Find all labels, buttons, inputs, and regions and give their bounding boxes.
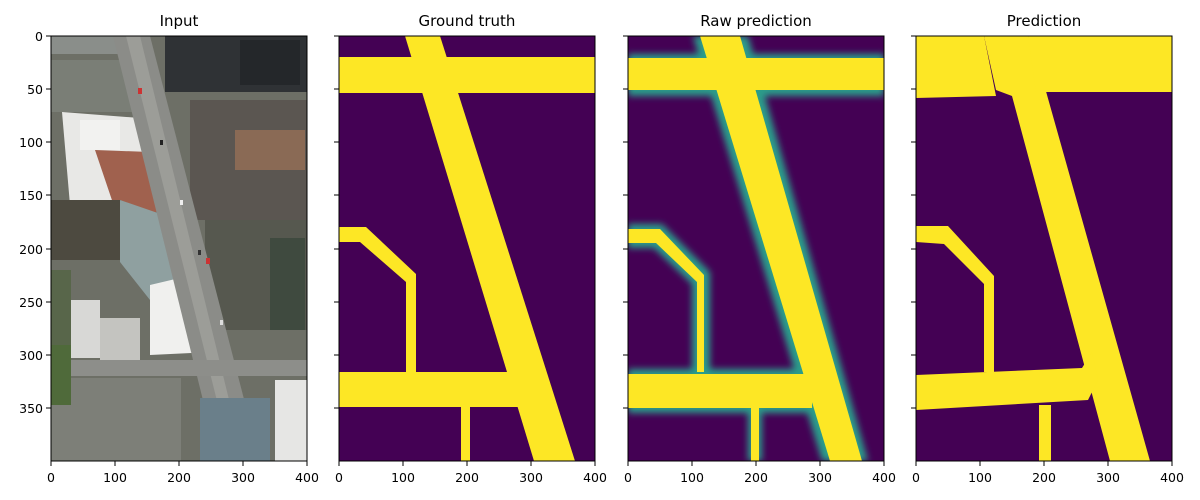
x-tick-label: 0 — [624, 470, 632, 485]
y-axis — [334, 35, 339, 409]
y-axis: 0 50 100 150 200 250 300 350 — [19, 29, 51, 416]
x-axis: 0 100 200 300 400 — [624, 461, 896, 485]
x-tick-label: 200 — [455, 470, 479, 485]
y-tick-label: 0 — [35, 29, 43, 44]
panel-title-input: Input — [160, 12, 199, 30]
x-axis: 0 100 200 300 400 — [912, 461, 1184, 485]
panel-ground-truth: Ground truth 0 100 — [334, 12, 607, 485]
x-tick-label: 100 — [391, 470, 415, 485]
x-tick-label: 300 — [519, 470, 543, 485]
y-tick-label: 200 — [19, 242, 43, 257]
x-tick-label: 300 — [1096, 470, 1120, 485]
x-axis: 0 100 200 300 400 — [335, 461, 607, 485]
raw-prediction-map — [628, 36, 884, 461]
panel-title-ground-truth: Ground truth — [419, 12, 516, 30]
x-tick-label: 200 — [744, 470, 768, 485]
x-tick-label: 400 — [1160, 470, 1184, 485]
ground-truth-mask — [339, 36, 595, 461]
panel-input: Input — [19, 12, 319, 485]
y-tick-label: 50 — [27, 82, 43, 97]
x-tick-label: 0 — [335, 470, 343, 485]
aerial-image — [51, 36, 307, 461]
x-tick-label: 100 — [680, 470, 704, 485]
y-tick-label: 150 — [19, 188, 43, 203]
panel-title-prediction: Prediction — [1007, 12, 1082, 30]
x-axis: 0 100 200 300 400 — [47, 461, 319, 485]
x-tick-label: 200 — [1032, 470, 1056, 485]
x-tick-label: 400 — [583, 470, 607, 485]
y-tick-label: 350 — [19, 401, 43, 416]
x-tick-label: 400 — [295, 470, 319, 485]
x-tick-label: 300 — [808, 470, 832, 485]
y-tick-label: 250 — [19, 295, 43, 310]
panel-raw-prediction: Raw prediction — [623, 12, 896, 485]
panel-prediction: Prediction 0 100 — [911, 12, 1184, 485]
y-axis — [623, 35, 628, 409]
y-tick-label: 100 — [19, 135, 43, 150]
x-tick-label: 0 — [912, 470, 920, 485]
x-tick-label: 0 — [47, 470, 55, 485]
y-tick-label: 300 — [19, 348, 43, 363]
x-tick-label: 200 — [167, 470, 191, 485]
y-axis — [911, 35, 916, 409]
x-tick-label: 400 — [872, 470, 896, 485]
x-tick-label: 100 — [968, 470, 992, 485]
x-tick-label: 300 — [231, 470, 255, 485]
x-tick-label: 100 — [103, 470, 127, 485]
prediction-mask — [916, 36, 1172, 461]
panel-title-raw-prediction: Raw prediction — [700, 12, 812, 30]
